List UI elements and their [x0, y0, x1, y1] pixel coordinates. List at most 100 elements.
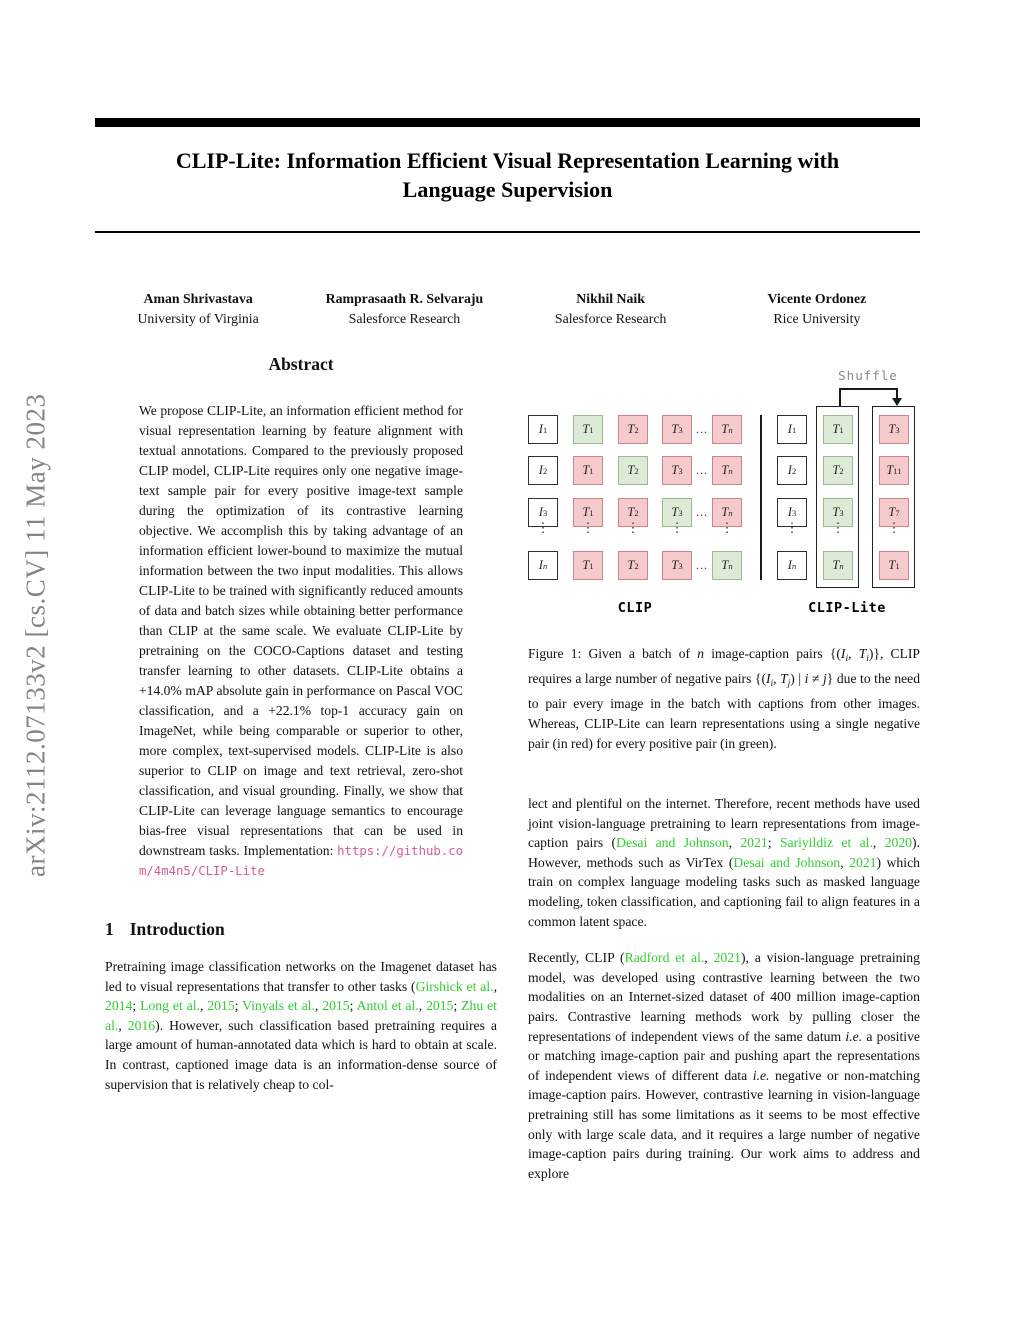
section-number: 1: [105, 919, 114, 939]
citation-link[interactable]: Antol et al.: [356, 998, 419, 1014]
citation-link[interactable]: 2020: [884, 835, 913, 851]
author-block: Aman Shrivastava University of Virginia …: [95, 289, 920, 329]
figure-1-caption: Figure 1: Given a batch of n image-capti…: [528, 646, 920, 751]
ellipsis-horizontal: ...: [696, 558, 708, 572]
ellipsis-vertical: ⋮: [831, 520, 845, 535]
citation-link[interactable]: Vinyals et al.: [242, 998, 315, 1014]
author-3: Nikhil Naik Salesforce Research: [508, 289, 714, 329]
citation-link[interactable]: Sariyildiz et al.: [779, 835, 873, 851]
shuffle-bracket-top: [839, 388, 897, 390]
ellipsis-vertical: ⋮: [581, 520, 595, 535]
title-rule: [95, 231, 920, 233]
implementation-url[interactable]: https://github.com/4m4n5/CLIP-Lite: [139, 844, 463, 878]
citation-link[interactable]: Long et al.: [140, 998, 200, 1014]
ellipsis-vertical: ⋮: [626, 520, 640, 535]
intro-paragraph: Pretraining image classification network…: [105, 959, 497, 1092]
shuffle-bracket-left: [839, 388, 841, 407]
ellipsis-horizontal: ...: [696, 505, 708, 519]
right-paragraph-1: lect and plentiful on the internet. Ther…: [528, 796, 920, 929]
author-affiliation: Salesforce Research: [554, 311, 667, 326]
citation-link[interactable]: 2014: [105, 998, 133, 1014]
shuffle-arrowhead: [892, 398, 902, 406]
citation-link[interactable]: Zhu et al.: [105, 998, 497, 1033]
ellipsis-horizontal: ...: [696, 463, 708, 477]
author-name: Nikhil Naik: [576, 291, 645, 306]
author-name: Aman Shrivastava: [143, 291, 253, 306]
abstract-heading: Abstract: [268, 354, 334, 374]
group-divider: [760, 415, 762, 580]
positive-column-outline: [816, 406, 859, 588]
clip-lite-label: CLIP-Lite: [808, 600, 886, 616]
author-name: Ramprasaath R. Selvaraju: [325, 291, 484, 306]
ellipsis-vertical: ⋮: [720, 520, 734, 535]
author-4: Vicente Ordonez Rice University: [714, 289, 920, 329]
citation-link[interactable]: Radford et al.: [624, 950, 705, 966]
title-line-2: Language Supervision: [402, 177, 613, 202]
title-line-1: CLIP-Lite: Information Efficient Visual …: [175, 148, 840, 173]
author-2: Ramprasaath R. Selvaraju Salesforce Rese…: [301, 289, 507, 329]
ellipsis-vertical: ⋮: [670, 520, 684, 535]
citation-link[interactable]: 2015: [207, 998, 235, 1014]
citation-link[interactable]: 2021: [849, 854, 877, 870]
citation-link[interactable]: 2015: [322, 998, 350, 1014]
text-box-negative: T 11: [879, 456, 909, 485]
section-title: Introduction: [129, 919, 225, 939]
negative-column-outline: [872, 406, 915, 588]
left-column: Abstract We propose CLIP-Lite, an inform…: [105, 354, 497, 1094]
author-name: Vicente Ordonez: [767, 291, 867, 306]
ellipsis-vertical: ⋮: [785, 520, 799, 535]
arxiv-watermark: arXiv:2112.07133v2 [cs.CV] 11 May 2023: [20, 393, 51, 877]
section-heading-introduction: 1 Introduction: [105, 919, 497, 940]
citation-link[interactable]: Desai and Johnson: [733, 854, 841, 870]
citation-link[interactable]: 2021: [713, 950, 741, 966]
abstract-paragraph: We propose CLIP-Lite, an information eff…: [139, 403, 463, 878]
shuffle-arrow-line: [896, 388, 898, 400]
author-1: Aman Shrivastava University of Virginia: [95, 289, 301, 329]
citation-link[interactable]: 2016: [127, 1017, 156, 1033]
author-affiliation: University of Virginia: [137, 311, 259, 326]
citation-link[interactable]: Desai and Johnson: [616, 835, 729, 851]
right-paragraph-2: Recently, CLIP (Radford et al., 2021), a…: [528, 950, 921, 1181]
top-rule: [95, 118, 920, 127]
paper-title: CLIP-Lite: Information Efficient Visual …: [95, 146, 920, 204]
shuffle-label: Shuffle: [838, 368, 898, 383]
clip-label: CLIP: [617, 600, 653, 616]
citation-link[interactable]: 2015: [426, 998, 454, 1014]
author-affiliation: Rice University: [773, 311, 861, 326]
ellipsis-vertical: ⋮: [887, 520, 901, 535]
citation-link[interactable]: Girshick et al.: [415, 978, 494, 994]
author-affiliation: Salesforce Research: [348, 311, 461, 326]
citation-link[interactable]: 2021: [740, 835, 768, 851]
